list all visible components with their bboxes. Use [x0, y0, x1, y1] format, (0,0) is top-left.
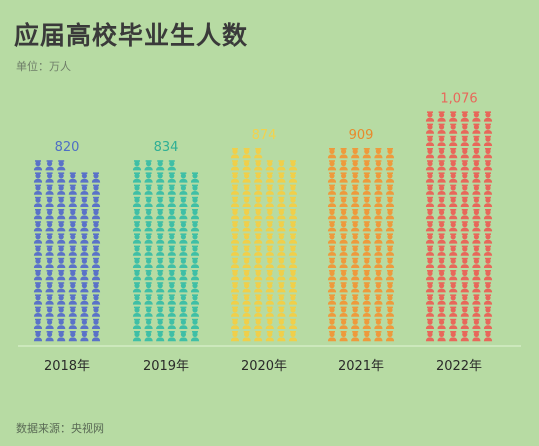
- x-tick-label: 2018年: [44, 359, 90, 374]
- bar-2020年: [230, 148, 298, 342]
- bar-2021年: [327, 148, 395, 342]
- unit-label: 单位：万人: [16, 60, 71, 73]
- value-label: 834: [154, 140, 179, 155]
- bar-2019年: [132, 160, 200, 342]
- bar-2022年: [425, 111, 493, 342]
- value-label: 1,076: [440, 91, 477, 106]
- x-tick-label: 2021年: [338, 359, 384, 374]
- chart-title: 应届高校毕业生人数: [14, 21, 249, 50]
- x-tick-label: 2020年: [241, 359, 287, 374]
- value-label: 874: [252, 128, 277, 143]
- x-tick-label: 2019年: [143, 359, 189, 374]
- source-note: 数据来源：央视网: [16, 422, 104, 435]
- value-label: 820: [55, 140, 80, 155]
- value-label: 909: [349, 128, 374, 143]
- x-tick-label: 2022年: [436, 359, 482, 374]
- bar-2018年: [33, 160, 101, 342]
